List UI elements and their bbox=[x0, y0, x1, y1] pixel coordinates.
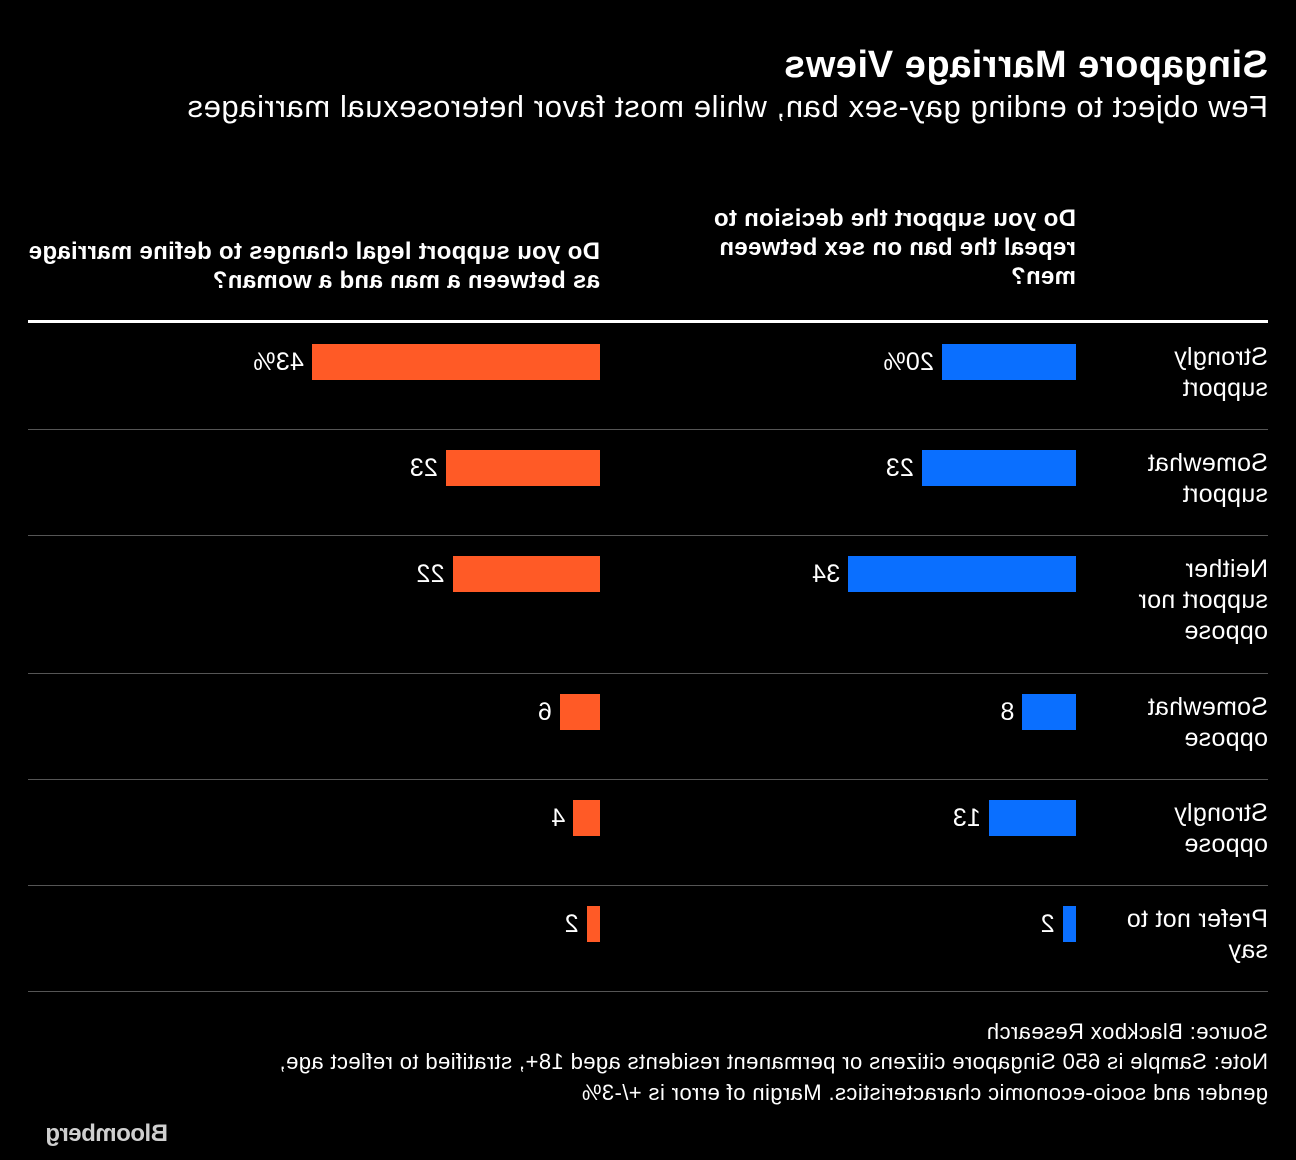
source-note: Source: Blackbox Research bbox=[986, 1019, 1268, 1044]
bloomberg-logo: Bloomberg bbox=[45, 1120, 168, 1147]
category-label: Strongly oppose bbox=[1173, 799, 1268, 858]
repeal-column-header: Do you support the decision to repeal th… bbox=[713, 205, 1076, 290]
marriage-bar bbox=[311, 344, 600, 380]
repeal-value-label: 2 bbox=[1040, 910, 1055, 938]
marriage-bar bbox=[573, 800, 600, 836]
repeal-bar bbox=[942, 344, 1076, 380]
row-divider bbox=[28, 673, 1268, 674]
marriage-value-label: 22 bbox=[416, 560, 445, 588]
row-divider bbox=[28, 429, 1268, 430]
row-divider bbox=[28, 991, 1268, 992]
marriage-bar bbox=[586, 906, 600, 942]
repeal-bar bbox=[921, 450, 1076, 486]
marriage-bar bbox=[452, 556, 600, 592]
repeal-value-label: 23 bbox=[885, 454, 914, 482]
repeal-bar bbox=[1062, 906, 1076, 942]
marriage-value-label: 6 bbox=[537, 698, 552, 726]
marriage-bar bbox=[559, 694, 600, 730]
marriage-value-label: 43% bbox=[252, 348, 304, 376]
row-divider bbox=[28, 535, 1268, 536]
category-label: Neither support nor oppose bbox=[1138, 555, 1268, 645]
marriage-column-header: Do you support legal changes to define m… bbox=[28, 238, 600, 294]
repeal-bar bbox=[1022, 694, 1076, 730]
repeal-bar bbox=[988, 800, 1076, 836]
repeal-value-label: 13 bbox=[952, 804, 981, 832]
repeal-value-label: 34 bbox=[811, 560, 841, 588]
repeal-bar bbox=[848, 556, 1076, 592]
chart-subtitle: Few object to ending gay-sex ban, while … bbox=[186, 89, 1268, 124]
marriage-value-label: 23 bbox=[409, 454, 438, 482]
marriage-bar bbox=[445, 450, 600, 486]
chart-title: Singapore Marriage Views bbox=[783, 44, 1268, 86]
row-divider bbox=[28, 885, 1268, 886]
methodology-note: Note: Sample is 650 Singapore citizens o… bbox=[279, 1049, 1268, 1105]
marriage-value-label: 2 bbox=[564, 910, 579, 938]
category-label: Somewhat support bbox=[1147, 449, 1268, 508]
category-label: Prefer not to say bbox=[1126, 905, 1268, 964]
header-divider bbox=[28, 320, 1268, 323]
category-label: Somewhat oppose bbox=[1147, 693, 1268, 752]
repeal-value-label: 8 bbox=[1000, 698, 1015, 726]
row-divider bbox=[28, 779, 1268, 780]
marriage-value-label: 4 bbox=[550, 804, 566, 832]
repeal-value-label: 20% bbox=[883, 348, 934, 376]
category-label: Strongly support bbox=[1173, 343, 1268, 402]
